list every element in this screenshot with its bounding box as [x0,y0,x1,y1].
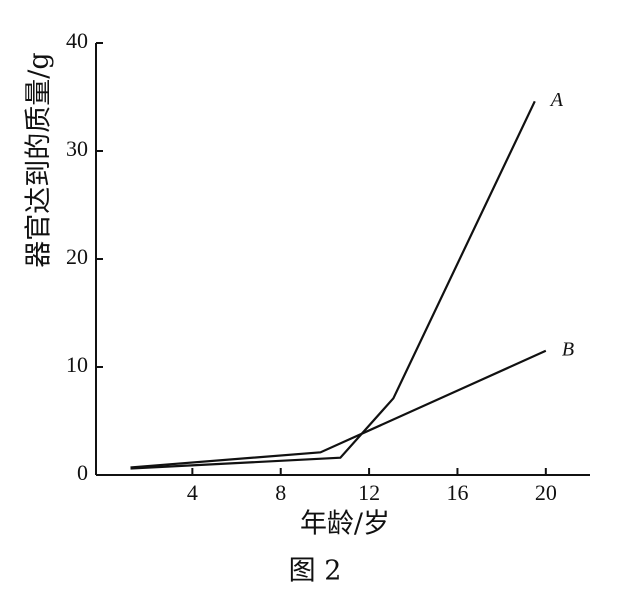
x-axis-title: 年龄/岁 [300,509,390,540]
y-tick-label: 30 [66,136,88,161]
y-tick-label: 0 [77,460,88,485]
x-tick-label: 20 [535,480,557,505]
y-tick-label: 20 [66,244,88,269]
x-tick-label: 4 [187,480,198,505]
series-label: B [562,338,574,360]
caption: 图 2 [289,556,342,587]
series-label: A [549,89,564,111]
x-tick-label: 8 [275,480,286,505]
line [130,349,547,469]
y-tick-label: 10 [66,352,88,377]
line [130,100,536,470]
y-axis-title: 器官达到的质量/g [24,52,55,267]
y-tick-label: 40 [66,28,88,53]
x-tick-label: 12 [358,480,380,505]
x-tick-label: 16 [446,480,468,505]
